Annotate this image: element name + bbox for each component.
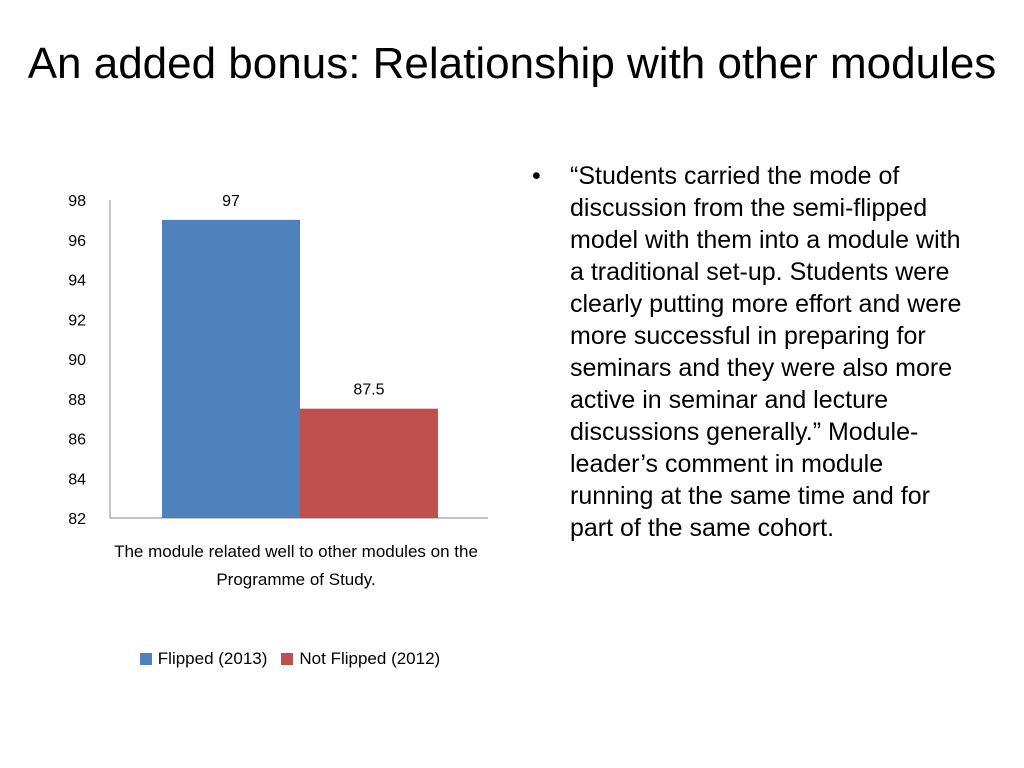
- y-tick-label: 96: [68, 233, 86, 250]
- bullet-text: “Students carried the mode of discussion…: [570, 162, 962, 542]
- legend-item-not-flipped: Not Flipped (2012): [281, 648, 440, 670]
- data-label: 87.5: [353, 382, 384, 399]
- y-tick-label: 82: [68, 511, 86, 528]
- bullet-symbol: •: [532, 162, 541, 190]
- legend-item-flipped: Flipped (2013): [139, 648, 268, 670]
- y-tick-label: 86: [68, 432, 86, 449]
- legend-label-not-flipped: Not Flipped (2012): [299, 649, 441, 668]
- y-tick-label: 94: [68, 273, 86, 290]
- legend-swatch-flipped: [139, 653, 152, 665]
- bullet-item: • “Students carried the mode of discussi…: [532, 160, 972, 544]
- legend: Flipped (2013) Not Flipped (2012): [80, 648, 500, 670]
- data-labels: 97 87.5: [222, 193, 385, 399]
- y-tick-label: 84: [68, 471, 86, 488]
- bars: [162, 219, 438, 518]
- y-tick-label: 88: [68, 392, 86, 409]
- bar-chart: 98 96 94 92 90 88 86 84 82 97 87.5 The module rel…: [0, 180, 520, 680]
- chart-plot: 98 96 94 92 90 88 86 84 82 97 87.5: [68, 193, 488, 528]
- y-tick-label: 98: [68, 193, 86, 210]
- bar-not-flipped-2012: [300, 408, 438, 518]
- slide-title: An added bonus: Relationship with other …: [27, 39, 997, 88]
- data-label: 97: [222, 193, 240, 210]
- bullet-list: • “Students carried the mode of discussi…: [532, 160, 972, 544]
- legend-swatch-not-flipped: [281, 653, 294, 665]
- category-label: The module related well to other modules…: [114, 542, 478, 589]
- y-tick-label: 92: [68, 312, 86, 329]
- legend-label-flipped: Flipped (2013): [157, 649, 268, 668]
- y-tick-label: 90: [68, 352, 86, 369]
- bar-flipped-2013: [162, 219, 300, 518]
- y-tick-labels: 98 96 94 92 90 88 86 84 82: [68, 193, 86, 528]
